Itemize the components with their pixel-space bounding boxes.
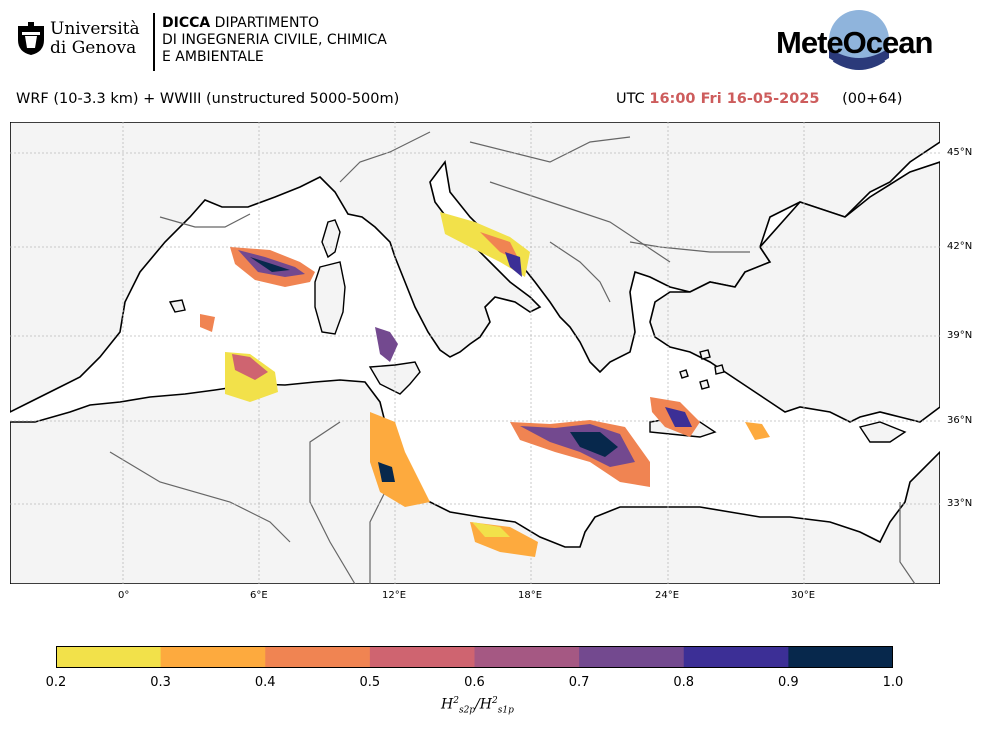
university-seal-icon bbox=[18, 22, 44, 55]
lat-label-36: 36°N bbox=[947, 415, 973, 426]
lon-label-24e: 24°E bbox=[655, 590, 680, 601]
forecast-datetime: 16:00 Fri 16-05-2025 bbox=[649, 91, 820, 107]
africa-land bbox=[10, 379, 940, 584]
colorbar-border bbox=[56, 646, 893, 668]
swell-ratio-field bbox=[200, 212, 770, 557]
university-line2: di Genova bbox=[50, 38, 137, 58]
sardinia-island bbox=[314, 261, 346, 335]
lon-label-12e: 12°E bbox=[382, 590, 407, 601]
colorbar-tick-label: 0.3 bbox=[150, 675, 171, 690]
lon-label-6e: 6°E bbox=[250, 590, 268, 601]
time-info: UTC 16:00 Fri 16-05-2025 (00+64) bbox=[616, 91, 902, 107]
colorbar-swatch bbox=[579, 646, 685, 668]
brand-text: MeteOcean bbox=[776, 25, 932, 60]
patch-tyrrhenian bbox=[375, 327, 398, 362]
balearic-island bbox=[168, 299, 186, 313]
university-name: Università di Genova bbox=[50, 20, 140, 58]
colorbar-swatch bbox=[788, 646, 893, 668]
logo-divider bbox=[153, 13, 155, 71]
department-acronym: DICCA bbox=[162, 15, 211, 31]
aegean-island-2 bbox=[714, 364, 725, 375]
lon-label-0: 0° bbox=[118, 590, 130, 601]
colorbar-tick-label: 0.5 bbox=[359, 675, 381, 690]
meteocean-logo: MeteOcean bbox=[776, 10, 933, 70]
aegean-island-4 bbox=[699, 379, 710, 390]
lat-label-45: 45°N bbox=[947, 147, 973, 158]
colorbar-tick-label: 0.4 bbox=[254, 675, 276, 690]
aegean-island-3 bbox=[679, 369, 689, 379]
forecast-step: (00+64) bbox=[842, 91, 903, 107]
lon-label-30e: 30°E bbox=[791, 590, 816, 601]
patch-tunisia bbox=[370, 412, 430, 507]
colorbar-swatch bbox=[683, 646, 789, 668]
patch-balearic bbox=[200, 314, 215, 332]
aegean-island-1 bbox=[699, 349, 711, 360]
colorbar-tick-label: 0.6 bbox=[464, 675, 485, 690]
corsica-island bbox=[321, 219, 341, 259]
utc-label: UTC bbox=[616, 91, 645, 107]
lon-label-18e: 18°E bbox=[518, 590, 543, 601]
colorbar-tick-label: 0.8 bbox=[673, 675, 695, 690]
department-line3: E AMBIENTALE bbox=[162, 49, 264, 65]
lat-label-39: 39°N bbox=[947, 330, 973, 341]
islands-layer bbox=[168, 219, 907, 443]
lat-label-42: 42°N bbox=[947, 241, 973, 252]
colorbar-swatch bbox=[369, 646, 475, 668]
patch-rhodes bbox=[745, 422, 770, 440]
colorbar-swatch bbox=[474, 646, 580, 668]
colorbar bbox=[56, 646, 893, 668]
colorbar-tick-label: 0.9 bbox=[778, 675, 799, 690]
colorbar-swatch bbox=[265, 646, 371, 668]
colorbar-label: H2s2p/H2s1p bbox=[441, 696, 514, 716]
colorbar-swatch bbox=[160, 646, 266, 668]
colorbar-tick-label: 1.0 bbox=[882, 675, 904, 690]
colorbar-tick-label: 0.2 bbox=[45, 675, 67, 690]
mediterranean-map bbox=[10, 122, 940, 584]
department-line2: DI INGEGNERIA CIVILE, CHIMICA bbox=[162, 32, 387, 48]
model-description: WRF (10-3.3 km) + WWIII (unstructured 50… bbox=[16, 91, 400, 107]
patch-adriatic bbox=[440, 212, 530, 277]
colorbar-swatch bbox=[56, 646, 162, 668]
borders-layer bbox=[109, 131, 916, 584]
colorbar-tick-label: 0.7 bbox=[568, 675, 590, 690]
cyprus-island bbox=[858, 421, 907, 443]
lat-label-33: 33°N bbox=[947, 498, 973, 509]
anatolia-land bbox=[649, 161, 940, 423]
department-line1: DIPARTIMENTO bbox=[210, 15, 320, 31]
university-line1: Università bbox=[50, 19, 140, 39]
department-name: DICCA DIPARTIMENTO DI INGEGNERIA CIVILE,… bbox=[162, 15, 387, 66]
land-layer bbox=[10, 122, 940, 584]
